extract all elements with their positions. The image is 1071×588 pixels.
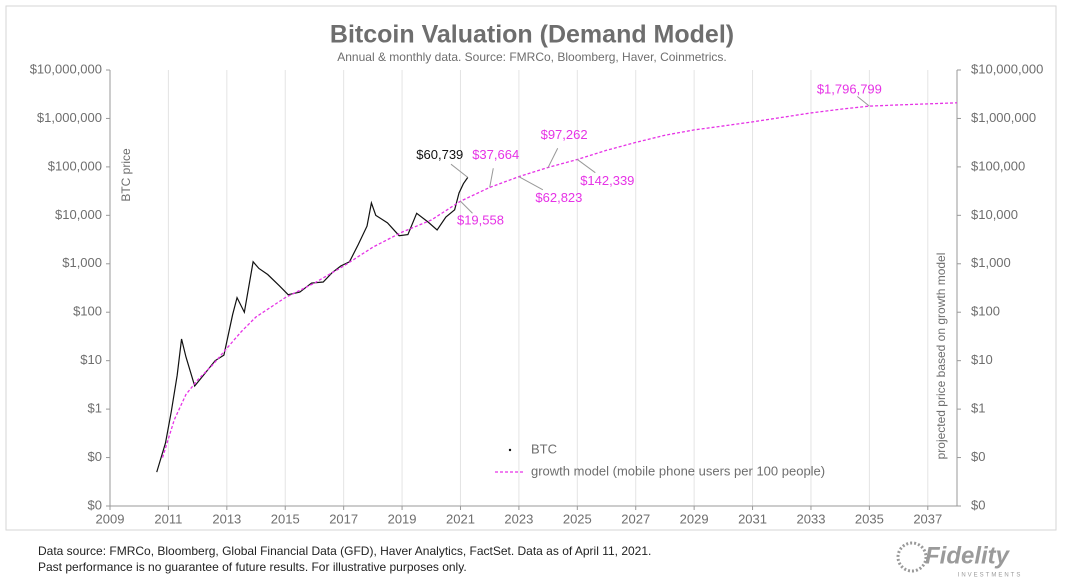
logo-mark	[896, 541, 928, 573]
y2-tick-label: $1	[971, 401, 985, 416]
chart-frame	[5, 5, 1057, 531]
label-leader	[577, 159, 596, 174]
y-tick-label: $10	[80, 352, 102, 367]
y-tick-label: $10,000	[55, 207, 102, 222]
value-label: $37,664	[472, 147, 519, 162]
y2-tick-label: $0	[971, 449, 985, 464]
x-tick-label: 2011	[154, 511, 182, 526]
value-label: $60,739	[416, 147, 463, 162]
label-leader	[450, 163, 469, 178]
value-label: $97,262	[541, 127, 588, 142]
x-tick-label: 2025	[563, 511, 592, 526]
value-label: $19,558	[457, 213, 504, 228]
label-leader	[460, 200, 473, 214]
value-label: $142,339	[580, 173, 634, 188]
label-leader	[547, 148, 559, 168]
logo-name: Fidelity	[925, 542, 1011, 569]
series-line	[161, 102, 958, 458]
x-tick-label: 2009	[96, 511, 125, 526]
legend-label: growth model (mobile phone users per 100…	[531, 463, 825, 478]
x-tick-label: 2037	[913, 511, 942, 526]
footer-line: Data source: FMRCo, Bloomberg, Global Fi…	[38, 544, 651, 558]
label-leader	[518, 176, 544, 191]
footer-line: Past performance is no guarantee of futu…	[38, 560, 467, 574]
x-tick-label: 2019	[388, 511, 417, 526]
y-tick-label: $100,000	[48, 158, 102, 173]
legend-swatch	[508, 448, 512, 452]
label-leader	[489, 168, 494, 188]
y2-tick-label: $10	[971, 352, 993, 367]
y2-tick-label: $100,000	[971, 158, 1025, 173]
y-tick-label: $0	[88, 497, 102, 512]
value-label: $1,796,799	[817, 82, 882, 97]
x-tick-label: 2021	[446, 511, 475, 526]
chart-title: Bitcoin Valuation (Demand Model)	[330, 21, 734, 49]
y2-tick-label: $1,000,000	[971, 110, 1036, 125]
y-tick-label: $10,000,000	[30, 61, 102, 76]
x-tick-label: 2033	[797, 511, 826, 526]
legend-label: BTC	[531, 441, 557, 456]
y-tick-label: $1,000,000	[37, 110, 102, 125]
y-axis-label: BTC price	[119, 148, 133, 202]
value-label: $62,823	[535, 190, 582, 205]
x-tick-label: 2017	[329, 511, 358, 526]
y-tick-label: $100	[73, 304, 102, 319]
x-tick-label: 2023	[504, 511, 533, 526]
y2-tick-label: $10,000	[971, 207, 1018, 222]
x-tick-label: 2027	[621, 511, 650, 526]
x-tick-label: 2035	[855, 511, 884, 526]
x-tick-label: 2029	[680, 511, 709, 526]
y2-tick-label: $1,000	[971, 255, 1011, 270]
logo-tagline: INVESTMENTS	[958, 573, 1023, 579]
y-tick-label: $1	[88, 401, 102, 416]
y2-axis-label: projected price based on growth model	[934, 253, 948, 460]
y-tick-label: $1,000	[62, 255, 102, 270]
y2-tick-label: $0	[971, 497, 985, 512]
y2-tick-label: $100	[971, 304, 1000, 319]
x-tick-label: 2031	[738, 511, 767, 526]
y-tick-label: $0	[88, 449, 102, 464]
x-tick-label: 2013	[212, 511, 241, 526]
chart-subtitle: Annual & monthly data. Source: FMRCo, Bl…	[337, 50, 727, 64]
y2-tick-label: $10,000,000	[971, 61, 1043, 76]
series-line	[156, 177, 469, 473]
label-leader	[857, 96, 870, 107]
x-tick-label: 2015	[271, 511, 300, 526]
